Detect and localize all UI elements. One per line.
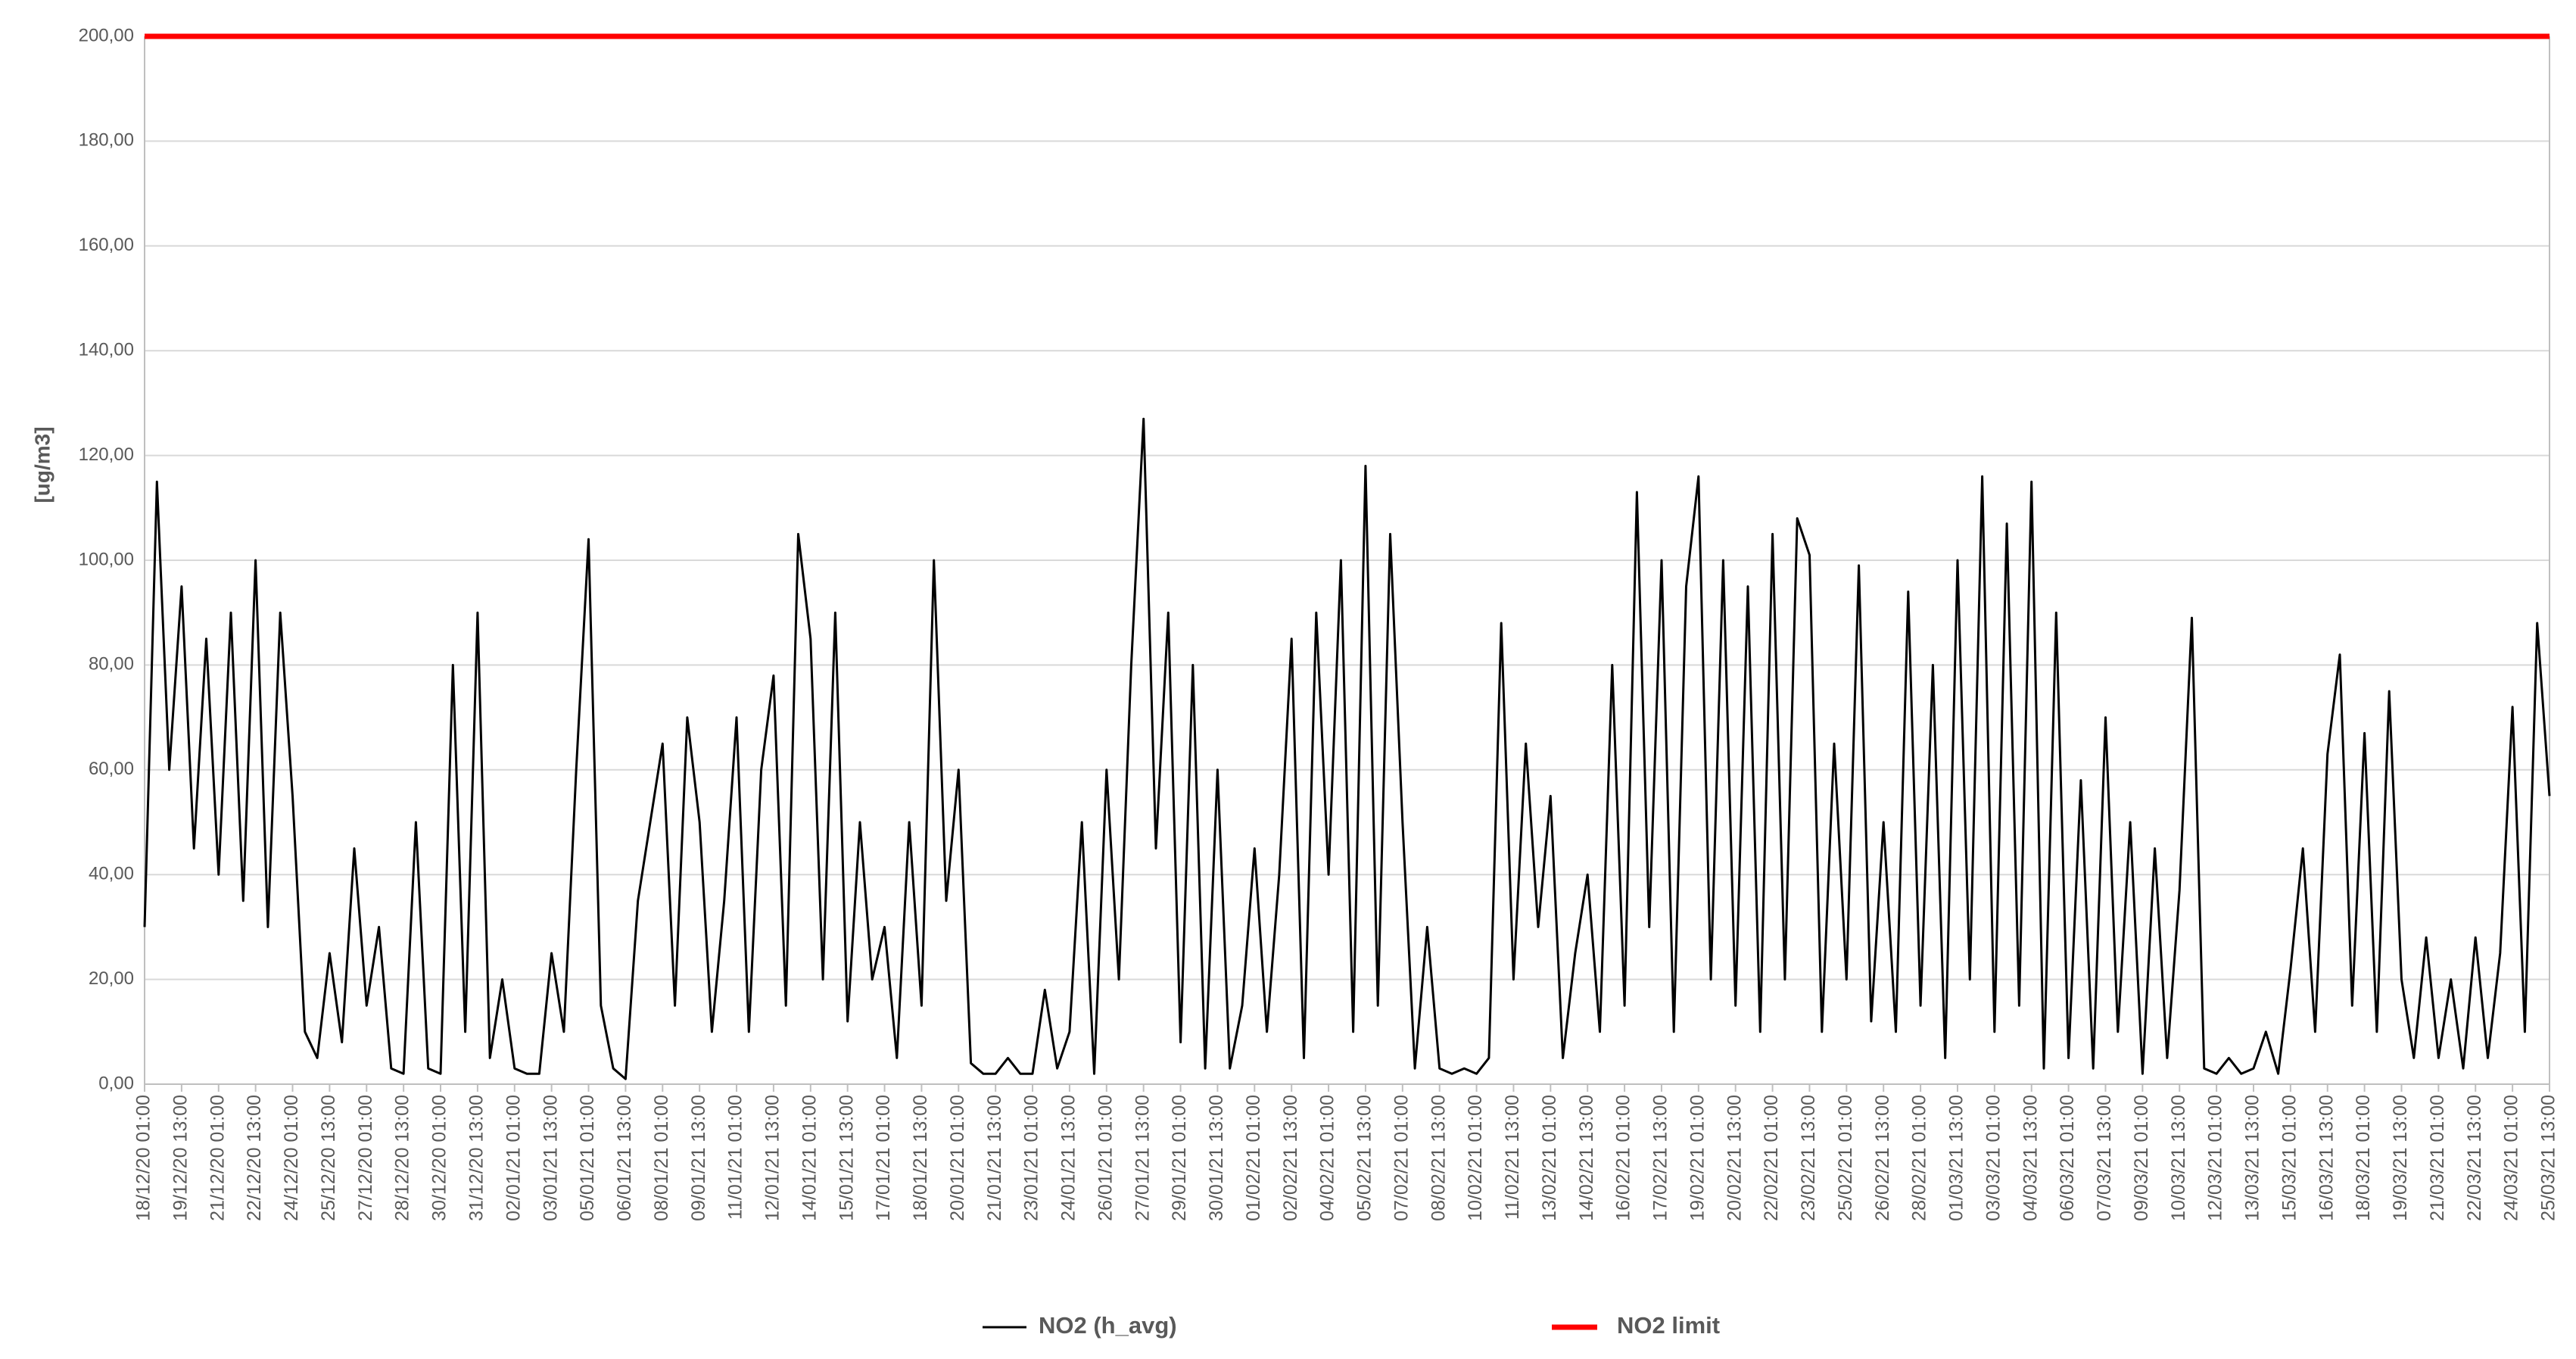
- x-tick-label: 04/02/21 01:00: [1317, 1095, 1338, 1221]
- x-tick-label: 28/12/20 13:00: [392, 1095, 413, 1221]
- x-tick-label: 19/02/21 01:00: [1687, 1095, 1708, 1221]
- x-tick-label: 31/12/20 13:00: [466, 1095, 487, 1221]
- y-tick-label: 100,00: [79, 549, 134, 569]
- x-tick-label: 24/12/20 01:00: [281, 1095, 302, 1221]
- x-tick-label: 06/03/21 01:00: [2057, 1095, 2078, 1221]
- x-tick-label: 15/03/21 01:00: [2279, 1095, 2300, 1221]
- x-tick-label: 06/01/21 13:00: [614, 1095, 635, 1221]
- x-tick-label: 25/03/21 13:00: [2538, 1095, 2559, 1221]
- x-tick-label: 20/02/21 13:00: [1724, 1095, 1745, 1221]
- x-tick-label: 10/03/21 13:00: [2168, 1095, 2189, 1221]
- x-tick-label: 01/02/21 01:00: [1243, 1095, 1264, 1221]
- y-tick-label: 180,00: [79, 130, 134, 151]
- x-tick-label: 22/12/20 13:00: [244, 1095, 265, 1221]
- x-tick-label: 08/01/21 01:00: [651, 1095, 672, 1221]
- x-tick-label: 28/02/21 01:00: [1909, 1095, 1930, 1221]
- x-tick-label: 29/01/21 01:00: [1169, 1095, 1190, 1221]
- x-tick-label: 27/01/21 13:00: [1132, 1095, 1153, 1221]
- x-tick-label: 16/02/21 01:00: [1613, 1095, 1634, 1221]
- y-tick-label: 40,00: [89, 864, 134, 884]
- x-tick-label: 13/02/21 01:00: [1539, 1095, 1560, 1221]
- y-tick-label: 140,00: [79, 340, 134, 360]
- x-tick-label: 24/01/21 13:00: [1058, 1095, 1079, 1221]
- x-tick-label: 08/02/21 13:00: [1428, 1095, 1449, 1221]
- x-tick-label: 30/01/21 13:00: [1206, 1095, 1227, 1221]
- x-tick-label: 21/01/21 13:00: [984, 1095, 1005, 1221]
- y-tick-label: 160,00: [79, 235, 134, 255]
- x-tick-label: 24/03/21 01:00: [2501, 1095, 2522, 1221]
- legend-label: NO2 (h_avg): [1039, 1312, 1177, 1339]
- legend-label: NO2 limit: [1617, 1312, 1720, 1339]
- x-tick-label: 07/02/21 01:00: [1391, 1095, 1412, 1221]
- x-tick-label: 10/02/21 01:00: [1465, 1095, 1486, 1221]
- x-tick-label: 30/12/20 01:00: [429, 1095, 450, 1221]
- x-tick-label: 26/01/21 01:00: [1095, 1095, 1116, 1221]
- y-tick-label: 120,00: [79, 444, 134, 465]
- x-tick-label: 25/12/20 13:00: [318, 1095, 339, 1221]
- x-tick-label: 17/02/21 13:00: [1650, 1095, 1671, 1221]
- y-tick-label: 80,00: [89, 654, 134, 675]
- x-tick-label: 07/03/21 13:00: [2094, 1095, 2115, 1221]
- y-tick-label: 0,00: [98, 1073, 134, 1093]
- x-tick-label: 13/03/21 13:00: [2242, 1095, 2263, 1221]
- x-tick-label: 03/03/21 01:00: [1983, 1095, 2004, 1221]
- x-tick-label: 21/12/20 01:00: [207, 1095, 228, 1221]
- x-tick-label: 22/02/21 01:00: [1761, 1095, 1782, 1221]
- x-tick-label: 18/01/21 13:00: [910, 1095, 931, 1221]
- x-tick-label: 22/03/21 13:00: [2464, 1095, 2485, 1221]
- x-tick-label: 23/02/21 13:00: [1798, 1095, 1819, 1221]
- x-tick-label: 03/01/21 13:00: [540, 1095, 561, 1221]
- x-tick-label: 18/03/21 01:00: [2353, 1095, 2374, 1221]
- x-tick-label: 05/01/21 01:00: [577, 1095, 598, 1221]
- x-tick-label: 02/01/21 01:00: [503, 1095, 524, 1221]
- x-tick-label: 25/02/21 01:00: [1835, 1095, 1856, 1221]
- y-tick-label: 200,00: [79, 25, 134, 45]
- data-line: [143, 417, 2551, 1080]
- x-tick-label: 15/01/21 13:00: [836, 1095, 857, 1221]
- x-tick-label: 18/12/20 01:00: [133, 1095, 154, 1221]
- x-tick-label: 19/03/21 13:00: [2390, 1095, 2411, 1221]
- x-tick-label: 16/03/21 13:00: [2316, 1095, 2337, 1221]
- x-tick-label: 04/03/21 13:00: [2020, 1095, 2041, 1221]
- x-tick-label: 17/01/21 01:00: [873, 1095, 894, 1221]
- x-tick-label: 14/01/21 01:00: [799, 1095, 820, 1221]
- x-tick-label: 23/01/21 01:00: [1021, 1095, 1042, 1221]
- y-tick-label: 60,00: [89, 759, 134, 779]
- x-tick-label: 01/03/21 13:00: [1946, 1095, 1967, 1221]
- x-tick-label: 11/01/21 01:00: [725, 1095, 746, 1220]
- x-tick-label: 21/03/21 01:00: [2427, 1095, 2448, 1221]
- y-axis-label: [ug/m3]: [30, 426, 54, 503]
- x-tick-label: 02/02/21 13:00: [1280, 1095, 1301, 1221]
- x-tick-label: 05/02/21 13:00: [1354, 1095, 1375, 1221]
- x-tick-label: 12/03/21 01:00: [2205, 1095, 2226, 1221]
- x-tick-label: 20/01/21 01:00: [947, 1095, 968, 1221]
- x-tick-label: 12/01/21 13:00: [762, 1095, 783, 1221]
- x-tick-label: 14/02/21 13:00: [1576, 1095, 1597, 1221]
- x-tick-label: 26/02/21 13:00: [1872, 1095, 1893, 1221]
- x-tick-label: 19/12/20 13:00: [170, 1095, 191, 1221]
- x-tick-label: 09/01/21 13:00: [688, 1095, 709, 1221]
- x-tick-label: 11/02/21 13:00: [1502, 1095, 1523, 1220]
- y-tick-label: 20,00: [89, 968, 134, 989]
- x-tick-label: 09/03/21 01:00: [2131, 1095, 2152, 1221]
- x-tick-label: 27/12/20 01:00: [355, 1095, 376, 1221]
